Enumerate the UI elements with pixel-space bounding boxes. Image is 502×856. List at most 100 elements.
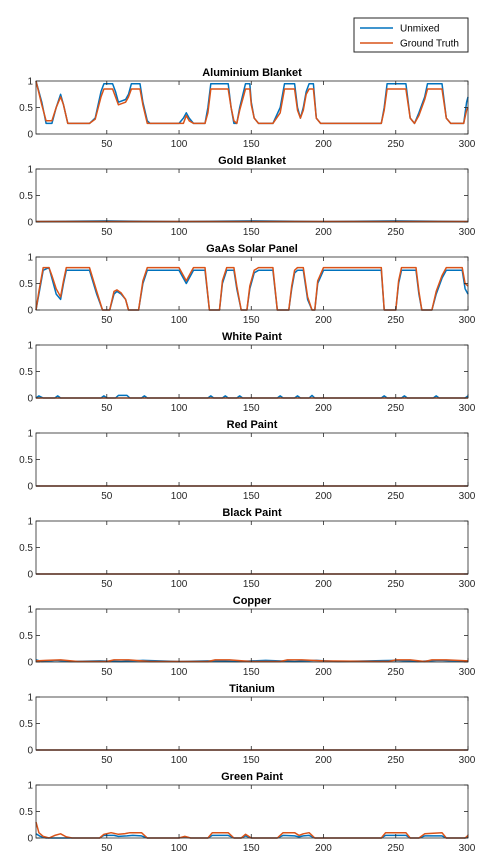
y-tick-label: 1 [27, 517, 33, 528]
x-tick-label: 100 [171, 667, 188, 678]
x-tick-label: 200 [315, 227, 332, 238]
panel-title: Green Paint [221, 771, 283, 783]
x-tick-label: 100 [171, 227, 188, 238]
y-tick-label: 0 [27, 482, 33, 493]
x-tick-label: 300 [459, 403, 476, 414]
x-tick-label: 300 [459, 227, 476, 238]
panel-copper: Copper 50 100 150 200 250 300 0 0.5 1 [19, 595, 476, 678]
y-tick-label: 0 [27, 218, 33, 229]
panel-gold-blanket: Gold Blanket 50 100 150 200 250 300 0 0.5 1 [19, 155, 476, 238]
y-tick-label: 0 [27, 746, 33, 757]
x-tick-label: 150 [243, 403, 260, 414]
plot-area [36, 785, 468, 838]
x-tick-label: 100 [171, 579, 188, 590]
x-tick-label: 250 [387, 843, 404, 854]
y-tick-label: 1 [27, 341, 33, 352]
plot-area [36, 169, 468, 222]
x-tick-label: 50 [101, 755, 113, 766]
x-tick-label: 250 [387, 227, 404, 238]
y-tick-label: 0 [27, 130, 33, 141]
legend: Unmixed Ground Truth [353, 17, 469, 53]
x-tick-label: 50 [101, 667, 113, 678]
y-tick-label: 0 [27, 394, 33, 405]
panel-title: Black Paint [222, 507, 282, 519]
plot-area [36, 697, 468, 750]
x-tick-label: 100 [171, 403, 188, 414]
series-line-ground-truth [35, 80, 469, 125]
y-tick-label: 0.5 [19, 191, 33, 202]
x-tick-label: 200 [315, 755, 332, 766]
x-tick-label: 300 [459, 315, 476, 326]
x-tick-label: 200 [315, 579, 332, 590]
x-tick-label: 250 [387, 755, 404, 766]
panel-green-paint: Green Paint 50 100 150 200 250 300 0 0.5 1 [19, 771, 476, 854]
y-tick-label: 0.5 [19, 279, 33, 290]
panel-title: GaAs Solar Panel [206, 243, 298, 255]
x-tick-label: 250 [387, 667, 404, 678]
y-tick-label: 1 [27, 253, 33, 264]
series-line-ground-truth [35, 266, 469, 311]
x-tick-label: 50 [101, 139, 113, 150]
x-tick-label: 150 [243, 755, 260, 766]
x-tick-label: 200 [315, 843, 332, 854]
panel-red-paint: Red Paint 50 100 150 200 250 300 0 0.5 1 [19, 419, 476, 502]
y-tick-label: 0.5 [19, 455, 33, 466]
x-tick-label: 150 [243, 227, 260, 238]
x-tick-label: 150 [243, 843, 260, 854]
y-tick-label: 1 [27, 77, 33, 88]
legend-label-ground-truth: Ground Truth [400, 39, 459, 50]
x-tick-label: 300 [459, 491, 476, 502]
y-tick-label: 1 [27, 429, 33, 440]
x-tick-label: 200 [315, 315, 332, 326]
panel-aluminium-blanket: Aluminium Blanket 50 100 150 200 250 300 0 0.5 1 [19, 67, 476, 150]
y-tick-label: 0.5 [19, 631, 33, 642]
panel-titanium: Titanium 50 100 150 200 250 300 0 0.5 1 [19, 683, 476, 766]
x-tick-label: 200 [315, 403, 332, 414]
x-tick-label: 300 [459, 667, 476, 678]
panel-title: Red Paint [227, 419, 278, 431]
x-tick-label: 200 [315, 667, 332, 678]
plot-area [36, 345, 468, 398]
legend-label-unmixed: Unmixed [400, 24, 439, 35]
y-tick-label: 1 [27, 693, 33, 704]
x-tick-label: 250 [387, 403, 404, 414]
x-tick-label: 200 [315, 139, 332, 150]
panel-gaas-solar-panel: GaAs Solar Panel 50 100 150 200 250 300 0 0.5 1 [19, 243, 476, 326]
y-tick-label: 1 [27, 781, 33, 792]
panel-title: Aluminium Blanket [202, 67, 302, 79]
x-tick-label: 150 [243, 579, 260, 590]
x-tick-label: 50 [101, 315, 113, 326]
panel-title: White Paint [222, 331, 282, 343]
panel-black-paint: Black Paint 50 100 150 200 250 300 0 0.5 1 [19, 507, 476, 590]
x-tick-label: 100 [171, 491, 188, 502]
panel-title: Titanium [229, 683, 275, 695]
x-tick-label: 100 [171, 755, 188, 766]
x-tick-label: 100 [171, 139, 188, 150]
plot-area [36, 433, 468, 486]
x-tick-label: 200 [315, 491, 332, 502]
x-tick-label: 150 [243, 315, 260, 326]
x-tick-label: 50 [101, 491, 113, 502]
y-tick-label: 1 [27, 605, 33, 616]
x-tick-label: 100 [171, 315, 188, 326]
y-tick-label: 0 [27, 658, 33, 669]
panel-title: Gold Blanket [218, 155, 286, 167]
x-tick-label: 50 [101, 403, 113, 414]
x-tick-label: 250 [387, 139, 404, 150]
x-tick-label: 250 [387, 579, 404, 590]
y-tick-label: 1 [27, 165, 33, 176]
y-tick-label: 0 [27, 306, 33, 317]
x-tick-label: 50 [101, 227, 113, 238]
x-tick-label: 300 [459, 579, 476, 590]
panel-white-paint: White Paint 50 100 150 200 250 300 0 0.5 1 [19, 331, 476, 414]
y-tick-label: 0.5 [19, 367, 33, 378]
series-line-unmixed [35, 80, 469, 125]
x-tick-label: 150 [243, 491, 260, 502]
x-tick-label: 150 [243, 667, 260, 678]
y-tick-label: 0.5 [19, 543, 33, 554]
x-tick-label: 300 [459, 843, 476, 854]
x-tick-label: 50 [101, 579, 113, 590]
plot-area [36, 609, 468, 662]
legend-box [353, 17, 469, 53]
